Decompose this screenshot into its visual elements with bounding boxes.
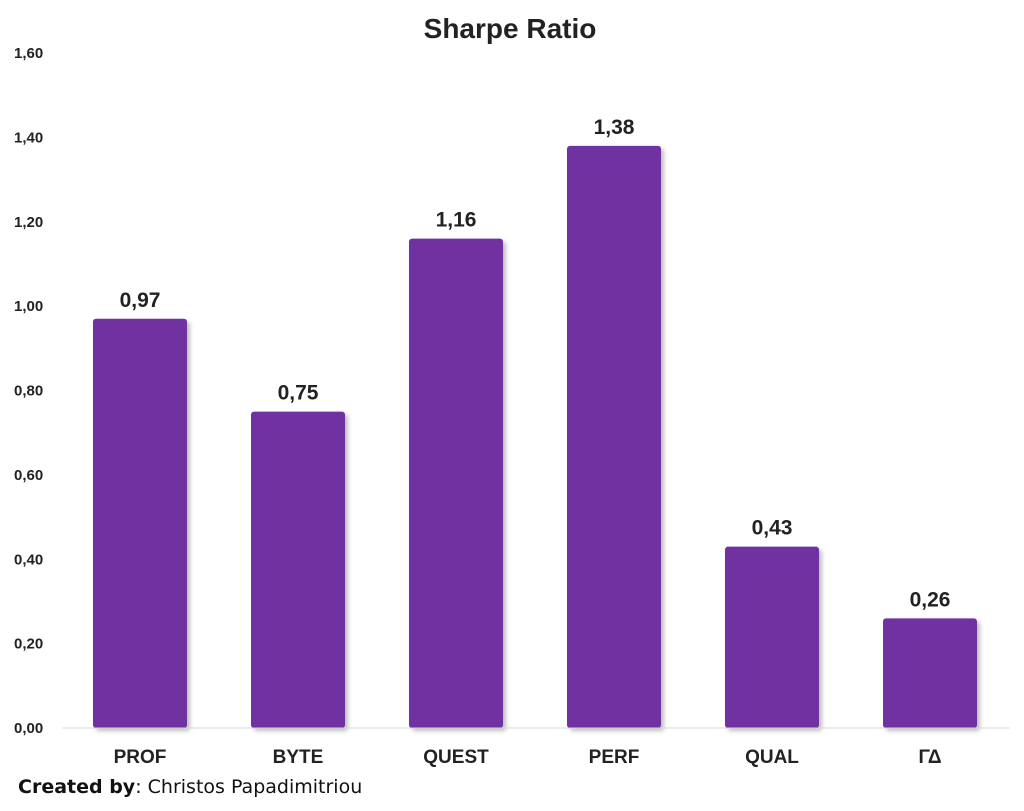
x-tick-label: ΓΔ (918, 747, 941, 768)
y-tick-label: 1,20 (14, 214, 43, 231)
bar-γδ (883, 618, 977, 728)
sharpe-ratio-chart: Sharpe Ratio 0,00 0,20 0,40 0,60 0,80 1,00 1,2… (14, 13, 1010, 768)
credit-label: Created by (18, 776, 136, 798)
credit-name: : Christos Papadimitriou (135, 776, 363, 798)
x-axis: PROF BYTE QUEST PERF QUAL ΓΔ (114, 747, 942, 768)
data-label: 1,38 (594, 116, 635, 139)
y-tick-label: 0,60 (14, 467, 43, 484)
bars (93, 145, 977, 728)
y-tick-label: 1,00 (14, 298, 43, 315)
data-label: 0,75 (278, 382, 319, 405)
x-tick-label: PROF (114, 747, 167, 768)
x-tick-label: BYTE (273, 747, 324, 768)
y-tick-label: 0,00 (14, 720, 43, 737)
y-tick-label: 0,20 (14, 636, 43, 653)
data-label: 0,26 (910, 588, 951, 611)
data-label: 0,97 (120, 289, 161, 312)
bar-byte (251, 411, 345, 728)
bar-qual (725, 546, 819, 728)
y-tick-label: 1,60 (14, 45, 43, 62)
data-label: 0,43 (752, 517, 793, 540)
data-labels: 0,97 0,75 1,16 1,38 0,43 0,26 (120, 116, 951, 612)
y-tick-label: 0,40 (14, 551, 43, 568)
bar-quest (409, 238, 503, 728)
bar-prof (93, 318, 187, 728)
y-tick-label: 0,80 (14, 383, 43, 400)
credit-line: Created by: Christos Papadimitriou (18, 776, 362, 798)
x-tick-label: QUAL (745, 747, 799, 768)
y-axis: 0,00 0,20 0,40 0,60 0,80 1,00 1,20 1,40 1,60 (14, 45, 43, 737)
x-tick-label: PERF (589, 747, 640, 768)
bar-perf (567, 145, 661, 728)
x-tick-label: QUEST (423, 747, 489, 768)
chart-title: Sharpe Ratio (424, 13, 597, 44)
data-label: 1,16 (436, 209, 477, 232)
y-tick-label: 1,40 (14, 129, 43, 146)
